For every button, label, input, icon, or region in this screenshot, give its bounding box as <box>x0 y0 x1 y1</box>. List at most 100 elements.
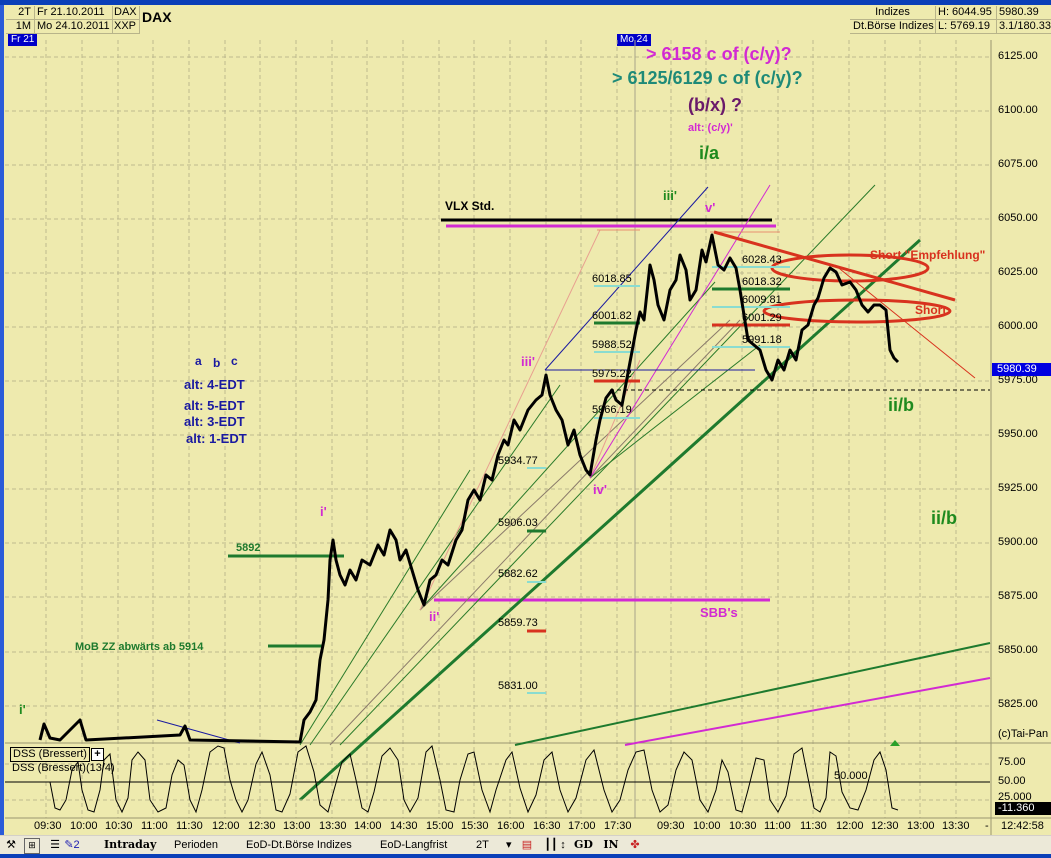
last-value: 5980.39 <box>996 6 1051 20</box>
y-tick: 6075.00 <box>998 158 1038 170</box>
change-value: 3.1/180.33 <box>996 20 1051 34</box>
fib-label: 5859.73 <box>498 617 538 629</box>
wave-label-v: v' <box>705 200 716 215</box>
indicator-tick-25: 25.000 <box>998 791 1032 803</box>
green-marker <box>890 740 900 746</box>
wave-label-iib-1: ii/b <box>888 395 914 415</box>
window-titlebar <box>0 0 1051 5</box>
color-palette-icon[interactable]: ✤ <box>630 839 640 851</box>
fib-ticks <box>527 266 790 694</box>
tab-perioden[interactable]: Perioden <box>174 839 219 851</box>
annotation-sbb: SBB's <box>700 605 738 620</box>
period-select[interactable]: 2T ▾ <box>476 838 516 852</box>
day-badge-mo: Mo 24 <box>617 34 651 46</box>
price-series <box>38 233 900 744</box>
fib-label: 6018.85 <box>592 273 632 285</box>
annotation-vlx: VLX Std. <box>445 199 495 213</box>
indicator-current-badge: -11.360 <box>995 802 1051 815</box>
list-icon[interactable]: ☰ <box>50 839 60 851</box>
period-sub[interactable]: 1M <box>6 20 35 34</box>
wave-label-i: i' <box>320 504 327 519</box>
fib-label: 5991.18 <box>742 334 782 346</box>
in-button[interactable]: IN <box>603 838 619 851</box>
y-tick: 6125.00 <box>998 50 1038 62</box>
date-to: Mo 24.10.2011 <box>34 20 113 34</box>
hammer-icon[interactable]: ⚒ <box>6 839 16 851</box>
fan-lines <box>299 184 876 746</box>
fib-label: 6018.32 <box>742 276 782 288</box>
tab-eod-langfrist[interactable]: EoD-Langfrist <box>380 839 448 851</box>
current-price-badge: 5980.39 <box>992 363 1051 376</box>
wave-label-iv: iv' <box>593 482 607 497</box>
annotation-short: Short <box>915 303 947 317</box>
label-alt-1-edt: alt: 1-EDT <box>186 431 247 446</box>
fib-label: 5934.77 <box>498 455 538 467</box>
y-tick: 5875.00 <box>998 590 1038 602</box>
y-tick: 6000.00 <box>998 320 1038 332</box>
label-c: c <box>231 354 238 368</box>
fib-label: 5906.03 <box>498 517 538 529</box>
category-full: Dt.Börse Indizes <box>850 20 936 34</box>
label-alt-4-edt: alt: 4-EDT <box>184 377 245 392</box>
wave-label-iii-green: iii' <box>663 188 677 203</box>
fib-label: 6009.81 <box>742 294 782 306</box>
indicator-mid-label: 50.000 <box>834 770 868 782</box>
indicator-box-label[interactable]: DSS (Bressert) <box>10 747 90 762</box>
y-tick: 5825.00 <box>998 698 1038 710</box>
chevron-down-icon: ▾ <box>506 839 512 851</box>
annotation-target-6125: > 6125/6129 c of (c/y)? <box>612 68 803 88</box>
window-toggle-icon[interactable]: ⊞ <box>24 838 40 854</box>
annotation-ia: i/a <box>699 143 720 163</box>
blue-channel-line <box>544 186 709 371</box>
tab-intraday[interactable]: Intraday <box>104 838 157 851</box>
indicator-name: DSS (Bressert)(13/4) <box>12 762 115 774</box>
exchange-sub: XXP <box>111 20 140 34</box>
chart-type-icon[interactable]: ▤ <box>521 839 533 851</box>
high-value: H: 6044.95 <box>935 6 997 20</box>
day-badge-fr: Fr 21 <box>8 34 38 46</box>
period-main[interactable]: 2T <box>6 6 35 20</box>
tab-eod-boerse[interactable]: EoD-Dt.Börse Indizes <box>246 839 352 851</box>
annotation-alt-cy: alt: (c/y)' <box>688 122 733 134</box>
y-tick: 5975.00 <box>998 374 1038 386</box>
period-select-value: 2T <box>476 839 489 851</box>
updown-icon[interactable]: ↕ <box>560 839 566 851</box>
low-value: L: 5769.19 <box>935 20 997 34</box>
taskbar-edge <box>0 854 1051 858</box>
fib-label: 5831.00 <box>498 680 538 692</box>
y-tick: 6025.00 <box>998 266 1038 278</box>
y-tick: 5950.00 <box>998 428 1038 440</box>
fib-label: 6001.29 <box>742 312 782 324</box>
annotation-5892: 5892 <box>236 542 261 554</box>
y-tick: 6100.00 <box>998 104 1038 116</box>
y-tick: 5850.00 <box>998 644 1038 656</box>
wave-label-iii: iii' <box>521 354 535 369</box>
fib-label: 5988.52 <box>592 339 632 351</box>
pencil-icon[interactable]: ✎2 <box>64 839 80 851</box>
dss-series <box>49 745 899 814</box>
wave-label-i-green: i' <box>19 702 26 717</box>
clock: 12:42:58 <box>1001 820 1044 832</box>
fib-label: 5975.22 <box>592 368 632 380</box>
label-a: a <box>195 354 202 368</box>
annotation-short-empfehlung: Short "Empfehlung" <box>870 248 986 262</box>
bottom-toolbar: ⚒ ⊞ ☰ ✎2 Intraday Perioden EoD-Dt.Börse … <box>0 836 1051 854</box>
indicator-expand-icon[interactable]: + <box>91 748 104 761</box>
fib-label: 6028.43 <box>742 254 782 266</box>
symbol-title: DAX <box>142 9 172 25</box>
gd-button[interactable]: GD <box>574 838 593 851</box>
window-left-edge <box>0 5 4 835</box>
date-from: Fr 21.10.2011 <box>34 6 113 20</box>
annotation-target-6158: > 6158 c of (c/y)? <box>646 44 792 64</box>
price-axis[interactable]: 6125.00 6100.00 6075.00 6050.00 6025.00 … <box>992 40 1051 743</box>
main-trendline <box>298 238 922 802</box>
category: Indizes <box>850 6 936 20</box>
copyright: (c)Tai-Pan <box>998 728 1049 740</box>
y-tick: 5900.00 <box>998 536 1038 548</box>
candle-icon[interactable]: ┃┃ <box>544 839 558 851</box>
time-axis[interactable]: 09:30 10:00 10:30 11:00 11:30 12:00 12:30 13… <box>34 820 1044 832</box>
indicator-tick-50: 50.00 <box>998 775 1026 787</box>
wave-label-iib-2: ii/b <box>931 508 957 528</box>
fib-label: 5966.19 <box>592 404 632 416</box>
